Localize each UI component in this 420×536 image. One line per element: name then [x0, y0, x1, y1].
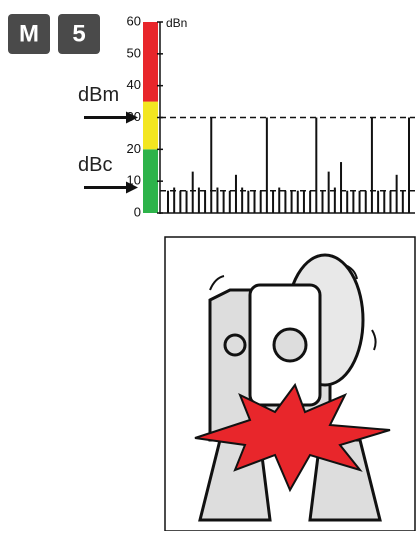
- badge: [8, 14, 50, 54]
- scale-band: [143, 101, 158, 150]
- machine-illustration: [164, 236, 416, 532]
- annotation: dBm: [78, 84, 119, 106]
- arrow-head: [126, 111, 138, 124]
- y-tick-label: 0: [134, 204, 141, 219]
- annotation: dBc: [78, 154, 112, 176]
- badge-label: M: [19, 20, 39, 47]
- scale-band: [143, 149, 158, 213]
- y-tick-label: 60: [127, 13, 141, 28]
- y-tick-label: 20: [127, 141, 141, 156]
- scale-band: [143, 22, 158, 102]
- y-tick-label: 40: [127, 77, 141, 92]
- badge: [58, 14, 100, 54]
- y-tick-label: 50: [127, 45, 141, 60]
- badge-label: 5: [72, 20, 85, 47]
- arrow-head: [126, 181, 138, 194]
- y-axis-label: dBn: [166, 16, 187, 30]
